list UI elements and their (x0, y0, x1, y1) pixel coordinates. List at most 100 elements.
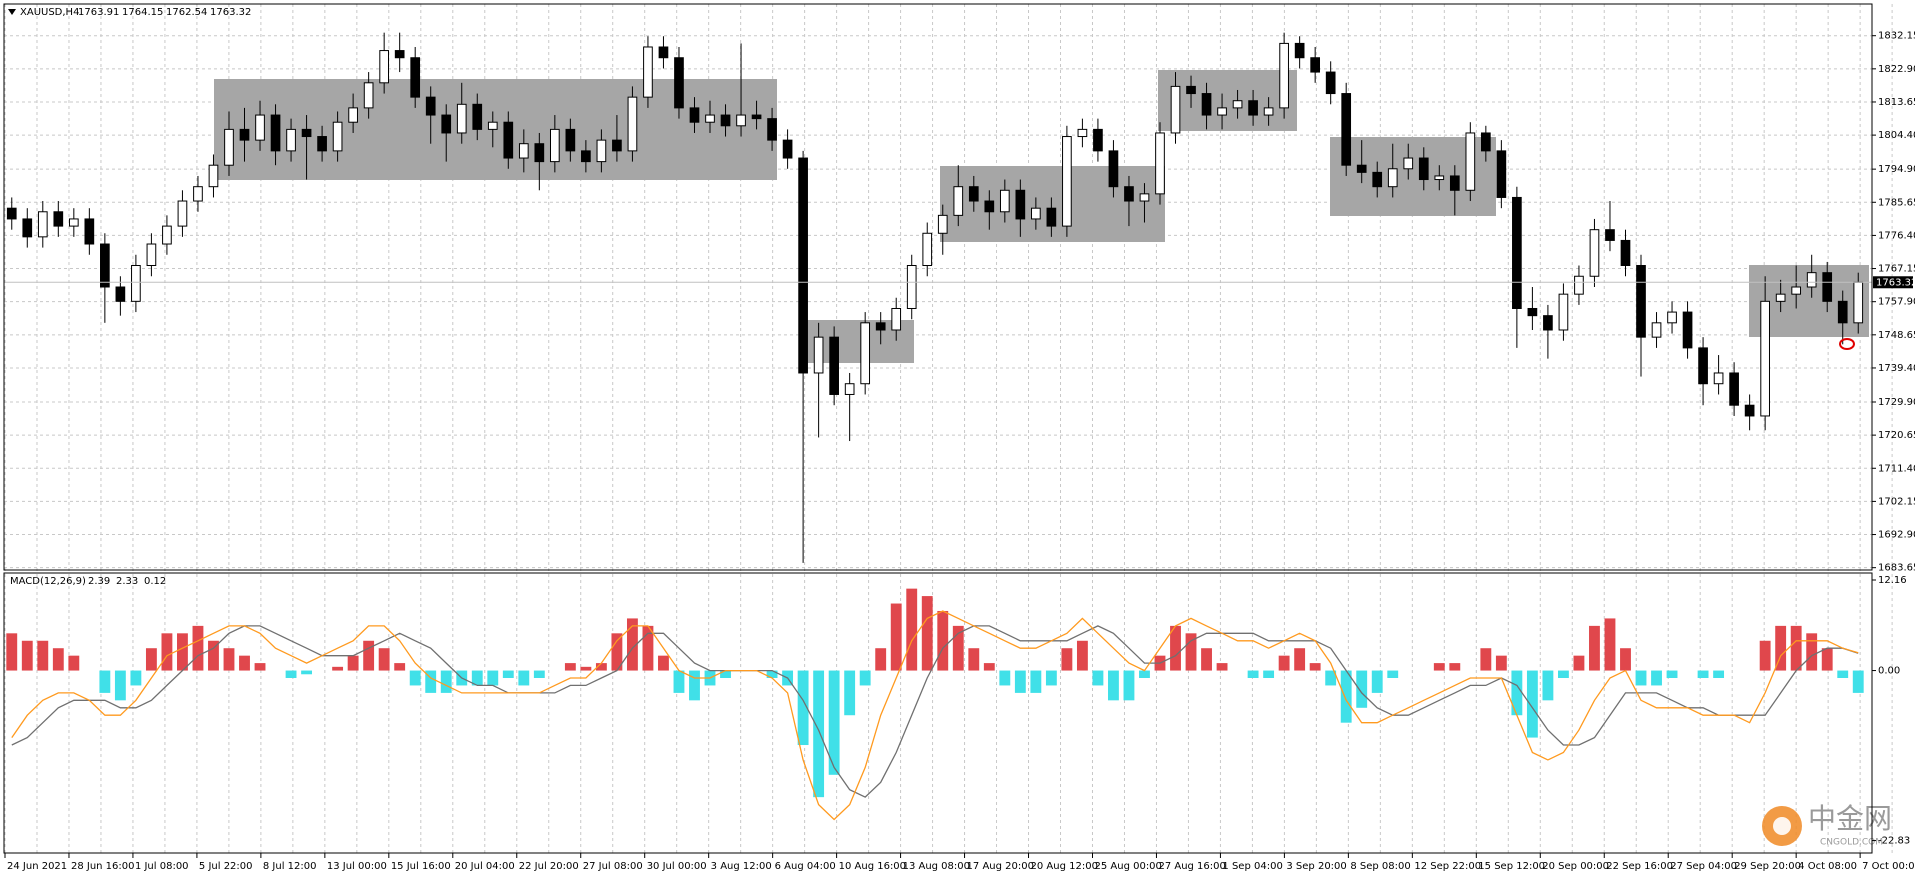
candle-body (410, 57, 421, 98)
histogram-bar (1247, 670, 1259, 678)
histogram-bar (766, 670, 778, 678)
histogram-bar (1185, 633, 1197, 671)
macd-line (11, 610, 1859, 821)
candle-body (68, 218, 79, 227)
histogram-bar (487, 670, 499, 686)
histogram-bar (844, 670, 856, 716)
watermark-site: CNGOLD.COM (1820, 838, 1883, 848)
watermark-logo (1773, 817, 1791, 835)
candle-body (1341, 93, 1352, 166)
candle-body (1837, 300, 1848, 324)
histogram-bar (1014, 670, 1026, 693)
histogram-bar (1480, 648, 1492, 671)
y-tick-label: 1692.90 (1878, 530, 1915, 541)
candle-body (612, 139, 622, 152)
histogram-bar (192, 625, 204, 671)
x-tick-label: 27 Aug 16:00 (1158, 861, 1225, 872)
candle-body (1294, 42, 1305, 59)
x-tick-label: 3 Sep 20:00 (1286, 861, 1346, 872)
histogram-bar (1216, 663, 1228, 671)
histogram-bar (52, 648, 64, 671)
y-tick-label: 1711.40 (1878, 463, 1915, 474)
histogram-bar (1371, 670, 1383, 693)
histogram-bar (1449, 663, 1461, 671)
candle-body (1124, 186, 1134, 202)
histogram-bar (1697, 670, 1709, 678)
x-tick-label: 1 Sep 04:00 (1222, 861, 1282, 872)
candle-body (193, 186, 203, 202)
candle-body (782, 139, 793, 159)
candle-body (317, 136, 327, 152)
histogram-bar (394, 663, 406, 671)
histogram-bar (37, 640, 49, 671)
candle-body (1186, 85, 1196, 95)
candle-body (1729, 372, 1739, 406)
histogram-bar (1589, 625, 1600, 671)
candle-body (689, 107, 700, 123)
histogram-bar (1666, 670, 1678, 678)
histogram-bar (999, 670, 1011, 686)
candle-body (1139, 193, 1150, 202)
x-tick-label: 5 Jul 22:00 (199, 861, 253, 872)
candle-body (1605, 229, 1615, 241)
histogram-bar (502, 670, 514, 678)
y-tick-label: 1757.90 (1878, 297, 1915, 308)
candle-body (115, 286, 126, 302)
x-tick-label: 20 Jul 04:00 (455, 861, 515, 872)
candle-body (565, 128, 576, 152)
x-tick-label: 4 Oct 08:00 (1798, 861, 1857, 872)
histogram-bar (1620, 648, 1631, 671)
histogram-bar (921, 596, 933, 671)
histogram-bar (301, 670, 313, 675)
axes: 1832.15 1822.90 1813.65 1804.40 1794.90 1785.… (4, 31, 1915, 872)
histogram-bar (828, 670, 840, 775)
histogram-bar (813, 670, 825, 798)
candle-body (394, 50, 405, 59)
y-tick-label: 1739.40 (1878, 363, 1915, 374)
histogram-bar (859, 670, 871, 686)
candle-body (1387, 168, 1398, 188)
candle-body (798, 157, 808, 374)
histogram-bar (626, 618, 638, 671)
candle-body (534, 143, 545, 163)
quote-value: 1764.15 (122, 7, 163, 18)
watermark: 中金网 CNGOLD.COM (1762, 802, 1892, 848)
histogram-bar (1542, 670, 1554, 701)
candle-body (1248, 100, 1258, 116)
histogram-bar (1635, 670, 1647, 686)
histogram-bar (285, 670, 297, 678)
histogram-bar (937, 610, 949, 671)
y-tick-label: 1720.65 (1878, 430, 1915, 441)
candle-body (518, 143, 529, 159)
y-tick-label: 1822.90 (1878, 64, 1915, 75)
y-tick-label: 1776.40 (1878, 230, 1915, 241)
candle-body (1760, 300, 1770, 417)
candle-body (1744, 404, 1755, 417)
candle-body (875, 322, 886, 331)
candle-body (1853, 281, 1864, 324)
candle-body (1698, 347, 1708, 385)
histogram-bar (440, 670, 452, 693)
histogram-bar (595, 663, 607, 671)
histogram-bar (564, 663, 576, 671)
candle-body (37, 211, 48, 238)
candle-body (6, 207, 17, 220)
histogram-bar (1604, 618, 1616, 671)
histogram-bar (1713, 670, 1725, 678)
candle-body (658, 46, 669, 59)
histogram-bar (968, 648, 980, 671)
x-tick-label: 28 Jun 16:00 (71, 861, 135, 872)
y-tick-label: 1794.90 (1878, 164, 1915, 175)
marks (4, 32, 1872, 821)
watermark-name: 中金网 (1808, 802, 1892, 835)
histogram-bar (1201, 648, 1212, 671)
candle-body (1620, 239, 1631, 267)
x-tick-label: 29 Sep 20:00 (1734, 861, 1801, 872)
candle-body (239, 128, 250, 141)
y-tick-label: 1683.65 (1878, 563, 1915, 574)
candle-body (829, 336, 839, 395)
x-tick-label: 13 Jul 00:00 (327, 861, 387, 872)
histogram-bar (1495, 655, 1507, 671)
histogram-bar (1123, 670, 1135, 701)
y-tick-label: 1813.65 (1878, 97, 1915, 108)
